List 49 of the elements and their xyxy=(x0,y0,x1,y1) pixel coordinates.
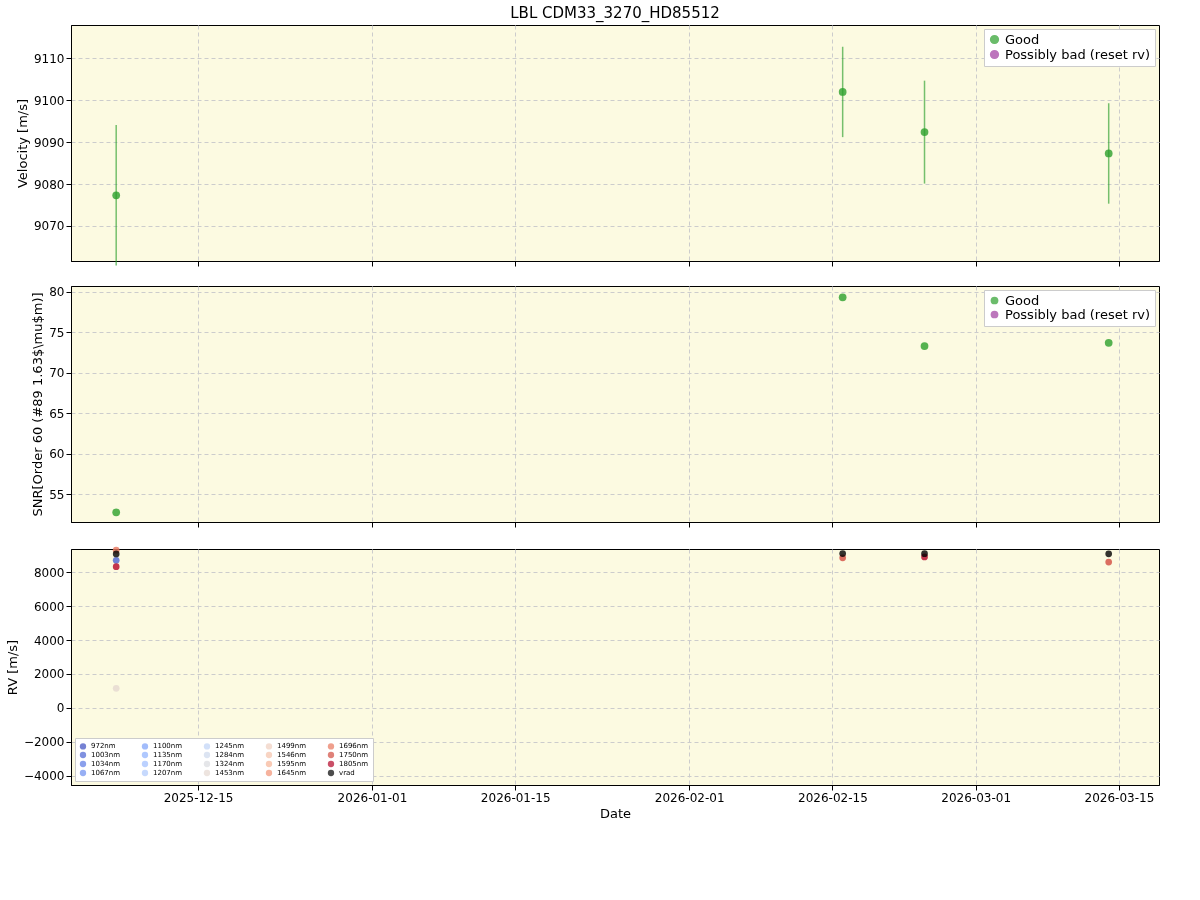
point xyxy=(112,191,121,200)
point xyxy=(1105,558,1113,566)
y-tick-label: 80 xyxy=(49,285,65,300)
chart-title: LBL CDM33_3270_HD85512 xyxy=(510,4,720,23)
y-axis-title: RV [m/s] xyxy=(4,639,20,696)
point xyxy=(1104,338,1113,347)
y-axis-title: SNR[Order 60 (#89 1.63$\mu$m)] xyxy=(30,292,46,517)
point xyxy=(112,563,120,570)
y-tick-label: 8000 xyxy=(33,565,65,580)
point xyxy=(920,342,929,350)
y-tick-label: 60 xyxy=(49,447,65,462)
y-tick-label: 65 xyxy=(49,406,65,421)
point xyxy=(1104,149,1113,158)
y-tick-label: 9110 xyxy=(33,51,65,66)
x-tick-label: 2026-03-15 xyxy=(1084,790,1155,805)
y-axis-title: Velocity [m/s] xyxy=(14,98,30,189)
y-tick-label: 55 xyxy=(49,487,65,502)
point xyxy=(839,550,847,557)
x-tick-label: 2026-02-01 xyxy=(654,790,725,805)
y-tick-label: −4000 xyxy=(23,769,65,784)
y-tick-label: 75 xyxy=(49,325,65,340)
y-tick-label: 9090 xyxy=(33,135,65,150)
x-tick-label: 2025-12-15 xyxy=(163,790,234,805)
y-tick-label: 6000 xyxy=(33,599,65,614)
y-tick-label: 9080 xyxy=(33,177,65,192)
y-tick-label: 70 xyxy=(49,366,65,381)
x-tick-label: 2026-02-15 xyxy=(798,790,868,805)
point xyxy=(112,557,120,564)
y-tick-label: 9070 xyxy=(33,219,65,234)
legend-label: Possibly bad (reset rv) xyxy=(1005,306,1151,322)
legend-label: Possibly bad (reset rv) xyxy=(1005,46,1151,62)
point xyxy=(838,293,847,302)
x-tick-label: 2026-01-15 xyxy=(480,790,551,805)
point xyxy=(920,128,929,136)
x-tick-label: 2026-01-01 xyxy=(337,790,408,805)
point xyxy=(1105,550,1113,558)
point xyxy=(838,88,847,96)
point xyxy=(112,508,121,517)
y-tick-label: 4000 xyxy=(33,633,65,648)
y-tick-label: 0 xyxy=(56,701,65,716)
y-tick-label: 9100 xyxy=(33,93,65,108)
y-tick-label: 2000 xyxy=(33,667,65,682)
x-tick-label: 2026-03-01 xyxy=(941,790,1012,805)
y-tick-label: −2000 xyxy=(23,735,65,750)
point xyxy=(112,550,120,558)
legend-label: Good xyxy=(1005,31,1040,47)
x-axis-title: Date xyxy=(599,805,632,821)
point xyxy=(112,685,120,692)
legend-label: Good xyxy=(1005,292,1040,308)
